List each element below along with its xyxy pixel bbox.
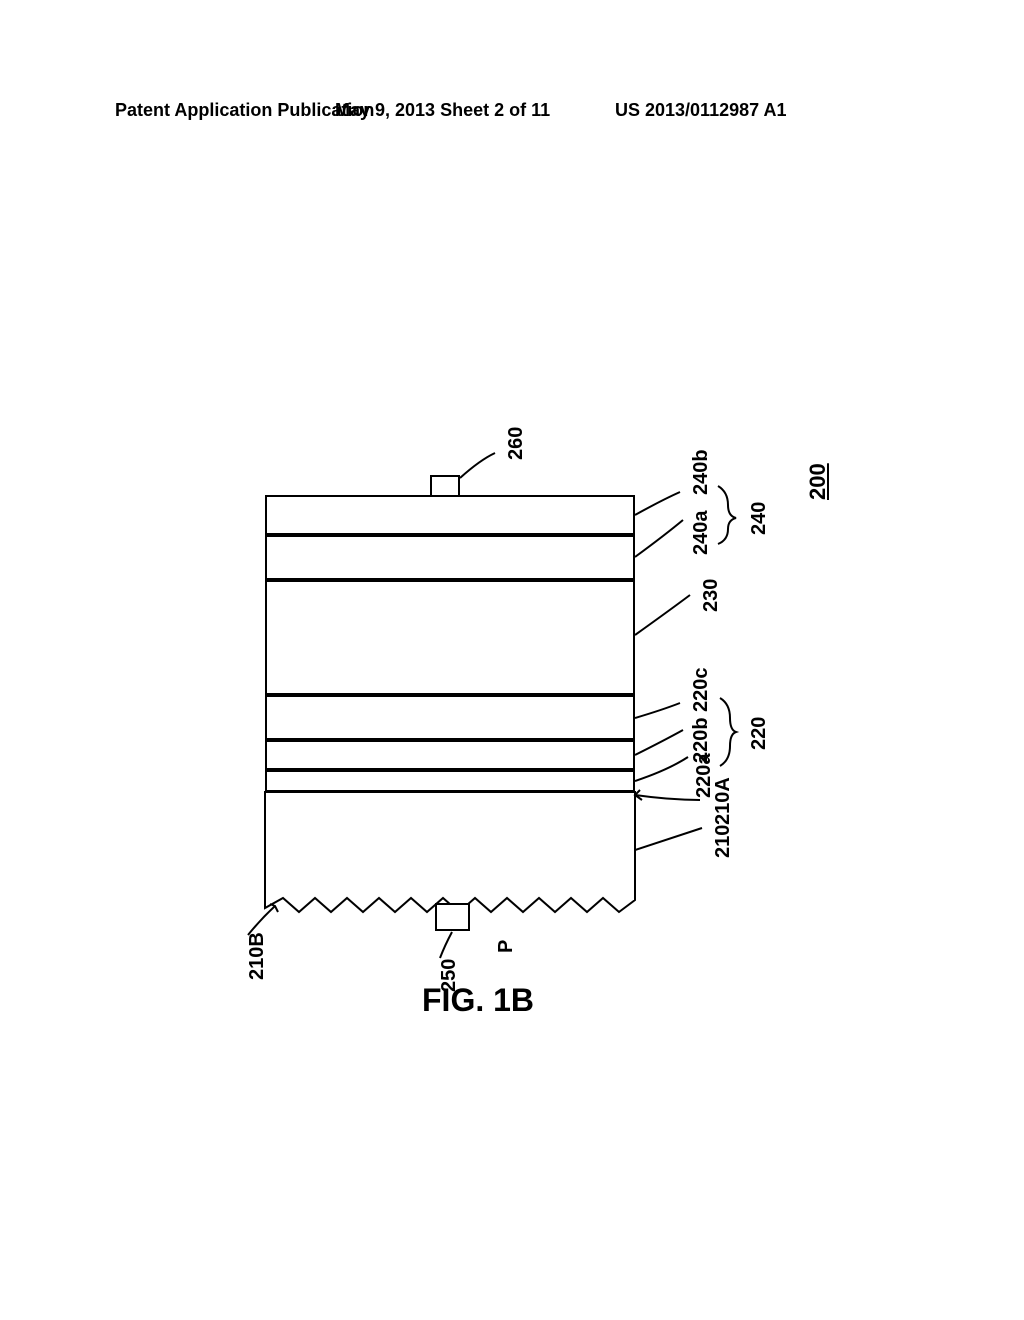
- label-240b: 240b: [690, 449, 713, 495]
- label-P: P: [495, 940, 518, 953]
- label-240a: 240a: [690, 511, 713, 556]
- leader-lines: [0, 0, 1024, 1320]
- label-200: 200: [805, 463, 831, 500]
- label-260: 260: [505, 427, 528, 460]
- label-220: 220: [748, 717, 771, 750]
- label-210B: 210B: [246, 932, 269, 980]
- figure-caption: FIG. 1B: [422, 982, 534, 1019]
- label-210: 210: [712, 825, 735, 858]
- label-220c: 220c: [690, 668, 713, 713]
- label-240: 240: [748, 502, 771, 535]
- figure-1b: 260 240b 240a 240 230 220c 220b 220a 220…: [0, 0, 1024, 1320]
- label-210A: 210A: [712, 777, 735, 825]
- label-230: 230: [700, 579, 723, 612]
